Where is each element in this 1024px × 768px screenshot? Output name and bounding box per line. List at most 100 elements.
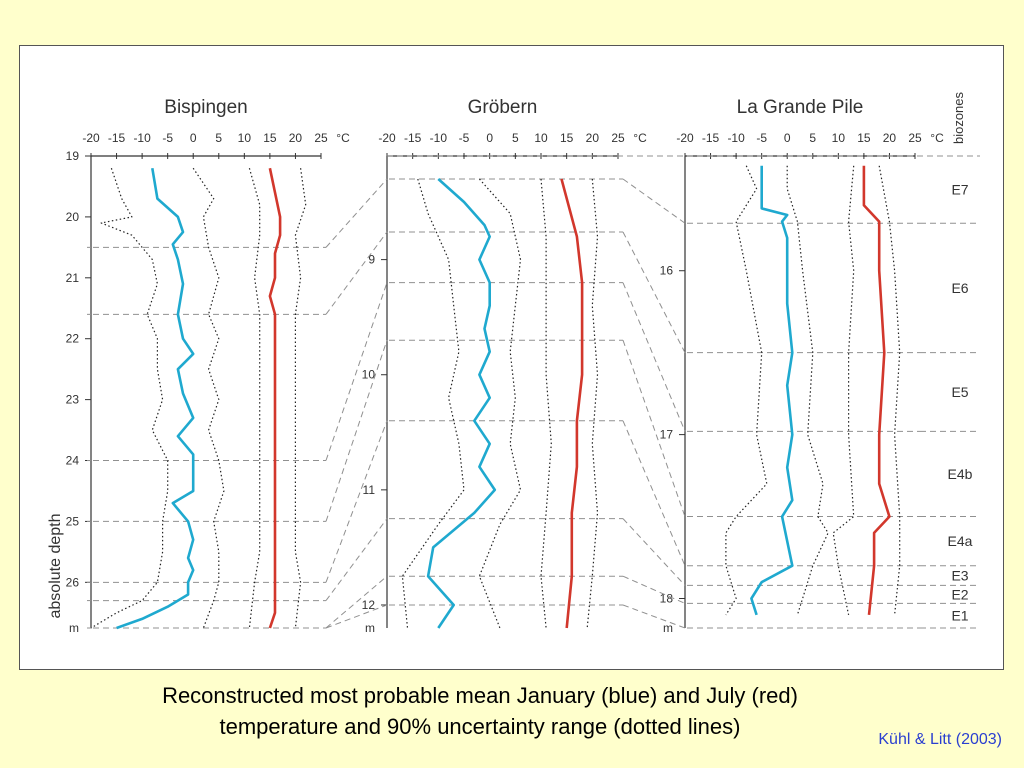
depth-tick-label-0-2: 21	[66, 271, 80, 285]
temperature-tick-label-0-3: -5	[162, 131, 173, 145]
connector-b-0	[622, 178, 686, 224]
july-upper-bound-0	[294, 168, 307, 629]
january-temperature-line-0	[116, 167, 195, 630]
connector-b-5	[622, 518, 686, 586]
july-lower-bound-1	[540, 178, 552, 629]
panel-title-1: Gröbern	[468, 97, 538, 118]
july-temperature-line-2	[862, 165, 891, 616]
july-upper-bound-1	[586, 178, 599, 629]
january-temperature-line-1	[426, 178, 497, 629]
depth-tick-label-2-1: 17	[660, 428, 674, 442]
temperature-tick-label-2-7: 15	[857, 131, 871, 145]
panel-title-2: La Grande Pile	[737, 97, 864, 118]
july-temperature-line-1	[560, 178, 584, 629]
temperature-tick-label-0-6: 10	[238, 131, 252, 145]
biozone-label-e7: E7	[951, 182, 968, 198]
temperature-tick-label-1-6: 10	[534, 131, 548, 145]
temperature-unit-label-2: °C	[930, 131, 944, 145]
connector-a-3	[325, 340, 388, 522]
temperature-unit-label-1: °C	[633, 131, 647, 145]
depth-tick-label-2-0: 16	[660, 264, 674, 278]
caption-line-2: temperature and 90% uncertainty range (d…	[219, 714, 741, 739]
temperature-depth-chart: Bispingen -20 -15 -10 -5 0 5 10 15 20 25 °C 19 20 21 22…	[47, 91, 980, 635]
biozone-label-e4a: E4a	[948, 533, 973, 549]
connector-a-7	[325, 604, 388, 629]
temperature-tick-label-0-0: -20	[82, 131, 100, 145]
connector-a-5	[325, 518, 388, 601]
connector-b-2	[622, 282, 686, 432]
january-upper-bound-2	[786, 165, 829, 616]
biozone-label-e1: E1	[951, 608, 968, 624]
temperature-tick-label-0-7: 15	[263, 131, 277, 145]
connector-a-2	[325, 282, 388, 461]
january-lower-bound-2	[725, 165, 768, 616]
july-temperature-line-0	[268, 167, 282, 629]
temperature-tick-label-2-4: 0	[784, 131, 791, 145]
january-upper-bound-1	[478, 178, 522, 629]
connector-a-0	[325, 178, 388, 248]
temperature-tick-label-2-5: 5	[809, 131, 816, 145]
temperature-tick-label-0-1: -15	[108, 131, 126, 145]
depth-unit-label-1: m	[365, 621, 375, 635]
depth-tick-label-1-3: 12	[362, 598, 376, 612]
temperature-unit-label-0: °C	[336, 131, 350, 145]
depth-tick-label-0-4: 23	[66, 393, 80, 407]
july-lower-bound-0	[248, 168, 261, 629]
temperature-tick-label-2-3: -5	[756, 131, 767, 145]
depth-tick-label-0-3: 22	[66, 332, 80, 346]
biozone-label-e6: E6	[951, 280, 968, 296]
temperature-tick-label-0-8: 20	[289, 131, 303, 145]
depth-tick-label-1-0: 9	[368, 253, 375, 267]
temperature-tick-label-1-7: 15	[560, 131, 574, 145]
depth-tick-label-1-1: 10	[362, 368, 376, 382]
biozone-label-e3: E3	[951, 568, 968, 584]
connector-b-7	[622, 604, 686, 629]
connector-b-4	[622, 420, 686, 566]
biozone-label-e2: E2	[951, 586, 968, 602]
july-lower-bound-2	[832, 165, 855, 616]
temperature-tick-label-2-9: 25	[908, 131, 922, 145]
january-lower-bound-0	[90, 168, 169, 629]
depth-unit-label-2: m	[663, 621, 673, 635]
depth-tick-label-1-2: 11	[363, 483, 376, 497]
depth-tick-label-0-7: 26	[66, 575, 80, 589]
figure-caption: Reconstructed most probable mean January…	[110, 680, 850, 742]
july-upper-bound-2	[878, 165, 901, 615]
temperature-tick-label-1-2: -10	[430, 131, 448, 145]
biozone-label-e4b: E4b	[948, 466, 973, 482]
january-lower-bound-1	[401, 178, 465, 629]
connector-b-1	[622, 231, 686, 353]
depth-tick-label-0-5: 24	[66, 454, 80, 468]
temperature-tick-label-2-2: -10	[727, 131, 745, 145]
depth-tick-label-2-2: 18	[660, 592, 674, 606]
temperature-tick-label-1-8: 20	[586, 131, 600, 145]
temperature-tick-label-0-2: -10	[133, 131, 151, 145]
temperature-tick-label-1-1: -15	[404, 131, 422, 145]
connector-a-1	[325, 231, 388, 315]
caption-line-1: Reconstructed most probable mean January…	[162, 683, 798, 708]
credit-citation: Kühl & Litt (2003)	[878, 731, 1002, 748]
temperature-tick-label-0-4: 0	[190, 131, 197, 145]
temperature-tick-label-0-9: 25	[314, 131, 328, 145]
connector-a-4	[325, 420, 388, 583]
depth-tick-label-0-0: 19	[66, 149, 80, 163]
temperature-tick-label-2-1: -15	[702, 131, 720, 145]
temperature-tick-label-2-0: -20	[676, 131, 694, 145]
y-axis-label: absolute depth	[47, 514, 64, 619]
temperature-tick-label-1-4: 0	[486, 131, 493, 145]
biozone-label-e5: E5	[951, 384, 968, 400]
temperature-tick-label-2-6: 10	[832, 131, 846, 145]
temperature-tick-label-2-8: 20	[883, 131, 897, 145]
connector-b-3	[622, 340, 686, 517]
temperature-tick-label-0-5: 5	[215, 131, 222, 145]
depth-unit-label-0: m	[69, 621, 79, 635]
depth-tick-label-0-6: 25	[66, 514, 80, 528]
temperature-tick-label-1-5: 5	[512, 131, 519, 145]
biozone-header: biozones	[951, 91, 966, 144]
connector-a-6	[325, 575, 388, 629]
temperature-tick-label-1-0: -20	[378, 131, 396, 145]
figure-frame: Bispingen -20 -15 -10 -5 0 5 10 15 20 25 °C 19 20 21 22…	[19, 45, 1004, 670]
connector-b-6	[622, 575, 686, 604]
temperature-tick-label-1-3: -5	[459, 131, 470, 145]
january-upper-bound-0	[192, 167, 225, 629]
